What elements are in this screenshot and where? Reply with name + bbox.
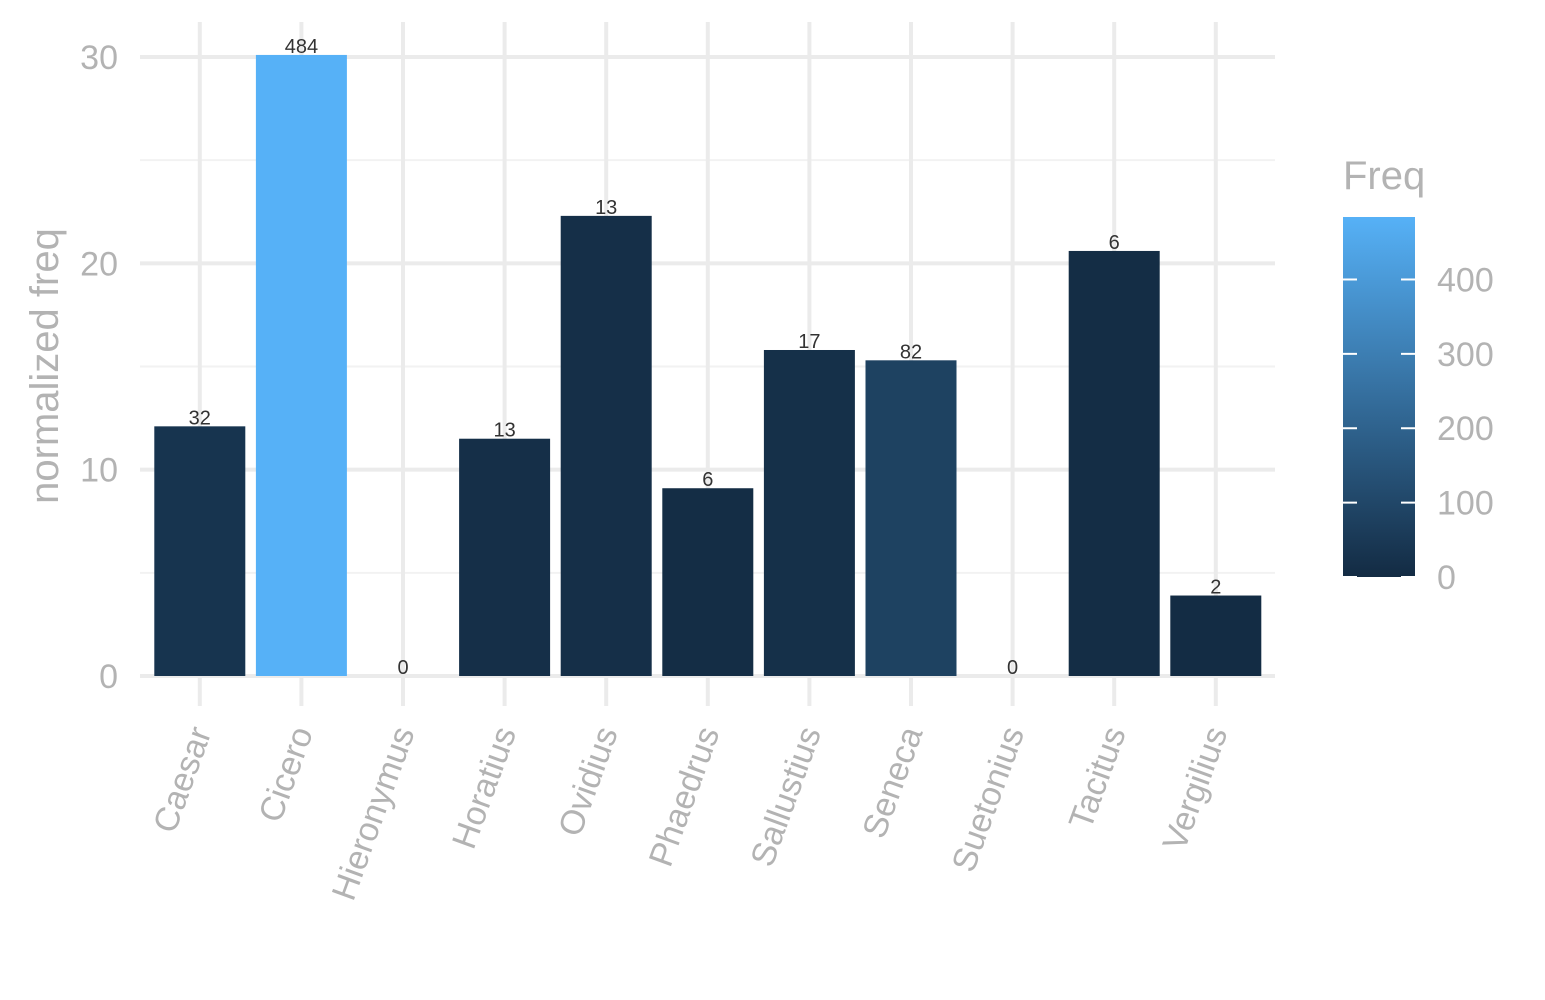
x-tick-label-cicero: Cicero [252, 722, 321, 827]
legend-colorbar [1343, 217, 1415, 577]
bar-tacitus [1068, 250, 1160, 676]
bar-horatius [459, 438, 551, 676]
y-tick-label: 0 [99, 658, 118, 696]
legend-tick-label: 400 [1437, 261, 1494, 299]
data-label-tacitus: 6 [1109, 232, 1120, 254]
data-label-horatius: 13 [493, 420, 515, 442]
bar-vergilius [1170, 595, 1262, 676]
x-tick-label-vergilius: Vergilius [1156, 722, 1236, 856]
x-tick-label-caesar: Caesar [146, 722, 219, 838]
data-label-suetonius: 0 [1007, 657, 1018, 679]
legend-tick-label: 100 [1437, 485, 1494, 523]
data-label-hieronymus: 0 [397, 657, 408, 679]
data-label-phaedrus: 6 [702, 469, 713, 491]
data-label-vergilius: 2 [1210, 577, 1221, 599]
x-tick-label-seneca: Seneca [855, 722, 930, 843]
bar-seneca [865, 360, 957, 676]
legend-title: Freq [1343, 154, 1425, 198]
y-axis-title: normalized freq [23, 228, 67, 504]
legend-tick-label: 0 [1437, 559, 1456, 597]
x-tick-label-hieronymus: Hieronymus [325, 722, 423, 905]
x-tick-label-ovidius: Ovidius [551, 722, 625, 842]
bar-sallustius [763, 349, 855, 676]
bar-cicero [255, 54, 347, 677]
data-label-ovidius: 13 [595, 197, 617, 219]
data-label-caesar: 32 [189, 407, 211, 429]
x-tick-label-sallustius: Sallustius [743, 722, 828, 872]
bar-ovidius [560, 215, 652, 677]
data-label-cicero: 484 [285, 36, 318, 58]
y-tick-label: 20 [80, 245, 118, 283]
x-tick-label-tacitus: Tacitus [1062, 722, 1134, 834]
legend-ticks: 0 100 200 300 400 [1343, 261, 1494, 597]
y-axis-ticks: 0 10 20 30 [80, 39, 118, 696]
legend-tick-label: 200 [1437, 410, 1494, 448]
legend: Freq 0 100 200 300 400 [1343, 154, 1494, 597]
y-tick-label: 30 [80, 39, 118, 77]
bars [154, 54, 1262, 677]
x-tick-label-horatius: Horatius [445, 722, 524, 854]
data-labels: 32 484 0 13 13 6 17 82 0 6 2 [189, 36, 1222, 679]
data-label-seneca: 82 [900, 341, 922, 363]
bar-phaedrus [662, 488, 754, 676]
data-label-sallustius: 17 [798, 331, 820, 353]
x-tick-label-phaedrus: Phaedrus [642, 722, 727, 872]
x-tick-label-suetonius: Suetonius [945, 722, 1032, 877]
y-tick-label: 10 [80, 452, 118, 490]
x-axis-ticks: Caesar Cicero Hieronymus Horatius Ovidius Pha… [146, 722, 1235, 906]
bar-caesar [154, 426, 246, 676]
legend-tick-label: 300 [1437, 336, 1494, 374]
